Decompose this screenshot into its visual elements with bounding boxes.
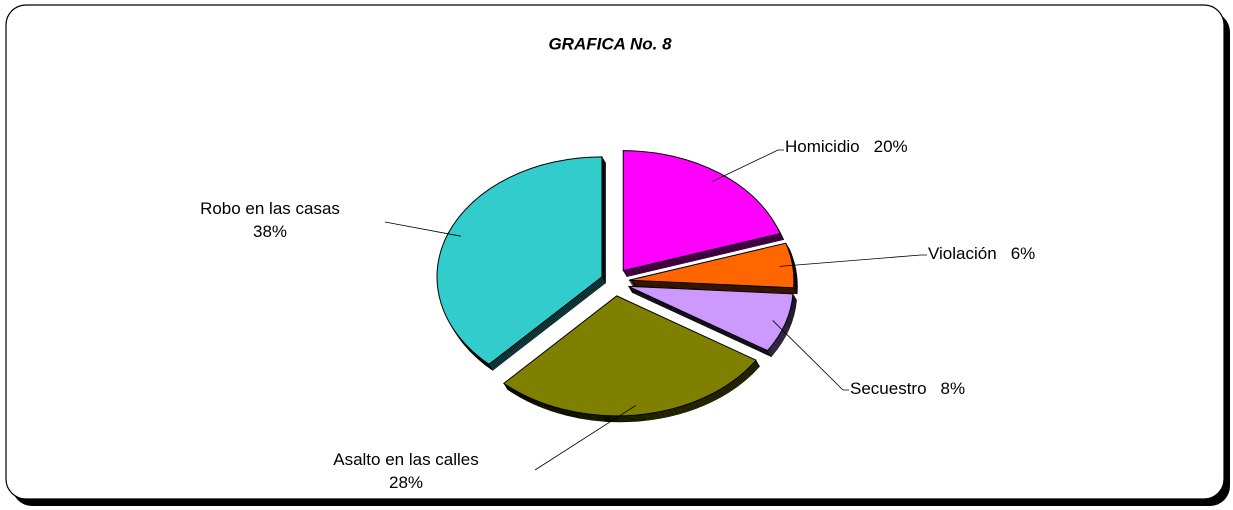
value-label: 28% bbox=[389, 473, 423, 492]
leader-line bbox=[779, 254, 927, 267]
category-label: Homicidio bbox=[785, 137, 860, 156]
category-label: Violación bbox=[928, 244, 997, 263]
value-label: 6% bbox=[1011, 244, 1036, 263]
leader-line bbox=[534, 405, 636, 471]
data-label: Homicidio 20% bbox=[785, 137, 908, 156]
data-label: Asalto en las calles 28% bbox=[333, 450, 479, 492]
leader-line bbox=[384, 221, 461, 237]
category-label: Asalto en las calles bbox=[333, 450, 479, 469]
leader-line bbox=[772, 320, 849, 391]
data-label: Violación 6% bbox=[928, 244, 1035, 263]
chart-title: GRAFICA No. 8 bbox=[548, 34, 672, 53]
value-label: 38% bbox=[253, 222, 287, 241]
frame bbox=[5, 4, 1225, 500]
leader-line bbox=[712, 149, 784, 182]
category-label: Robo en las casas bbox=[200, 199, 340, 218]
slice bbox=[628, 285, 794, 352]
slice bbox=[436, 156, 603, 365]
slice bbox=[622, 150, 781, 272]
data-label: Secuestro 8% bbox=[850, 379, 965, 398]
value-label: 8% bbox=[941, 379, 966, 398]
slice bbox=[502, 295, 757, 417]
data-label: Robo en las casas 38% bbox=[200, 199, 340, 241]
value-label: 20% bbox=[874, 137, 908, 156]
category-label: Secuestro bbox=[850, 379, 927, 398]
